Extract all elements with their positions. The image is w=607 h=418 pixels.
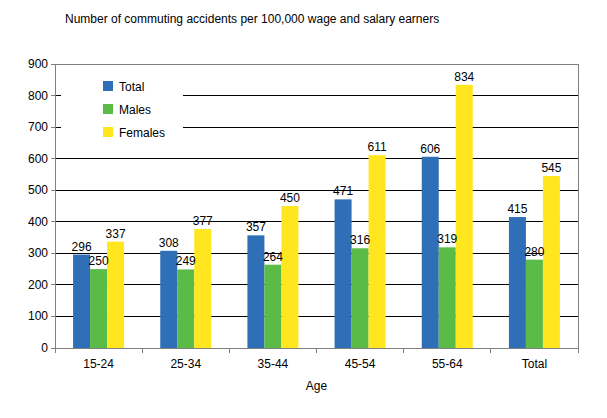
tick-mark (51, 253, 55, 254)
x-tick-mark (490, 348, 491, 353)
bar (509, 217, 526, 348)
data-label: 545 (541, 161, 561, 175)
bar (352, 248, 369, 348)
bar (247, 235, 264, 348)
chart: 0 100 200 300 400 500 600 700 800 900 296 308 357 471… (0, 0, 607, 418)
bar (281, 206, 298, 348)
bar (526, 260, 543, 348)
x-tick-label: 45-54 (345, 357, 376, 371)
y-tick-label: 700 (28, 120, 48, 134)
x-axis-label: Age (306, 379, 328, 393)
y-tick-label: 0 (41, 341, 48, 355)
tick-mark (51, 348, 55, 349)
bar (456, 85, 473, 348)
x-tick-mark (578, 348, 579, 353)
x-tick-mark (403, 348, 404, 353)
tick-mark (51, 190, 55, 191)
data-label: 611 (368, 140, 387, 154)
x-tick-label: 15-24 (83, 357, 114, 371)
x-tick-label: 25-34 (170, 357, 201, 371)
x-tick-mark (55, 348, 56, 353)
y-tick-label: 300 (28, 246, 48, 260)
grid-line (55, 190, 578, 191)
x-tick-mark (229, 348, 230, 353)
bar (335, 199, 352, 348)
x-tick-mark (316, 348, 317, 353)
bar (160, 251, 177, 348)
x-tick-label: 35-44 (258, 357, 289, 371)
legend-background (61, 76, 183, 154)
data-label: 316 (350, 233, 370, 247)
data-label: 357 (246, 220, 266, 234)
bar (264, 265, 281, 348)
x-tick-label: Total (522, 357, 547, 371)
legend-label: Males (119, 103, 151, 117)
data-label: 319 (437, 232, 457, 246)
x-tick-label: 55-64 (432, 357, 463, 371)
grid-line (55, 253, 578, 254)
grid-line (55, 221, 578, 222)
data-label: 308 (159, 236, 179, 250)
data-label: 337 (106, 227, 126, 241)
y-tick-label: 100 (28, 309, 48, 323)
legend-swatch (103, 127, 113, 137)
tick-mark (51, 95, 55, 96)
title: Number of commuting accidents per 100,00… (65, 12, 439, 26)
bar (439, 247, 456, 348)
bar (194, 229, 211, 348)
bar (369, 155, 386, 348)
legend-label: Total (119, 80, 144, 94)
legend-swatch (103, 81, 113, 91)
tick-mark (51, 316, 55, 317)
data-label: 377 (193, 214, 213, 228)
tick-mark (51, 158, 55, 159)
bar (90, 269, 107, 348)
bar (107, 242, 124, 348)
grid-line (55, 158, 578, 159)
y-tick-label: 500 (28, 183, 48, 197)
data-label: 280 (524, 245, 544, 259)
y-tick-label: 900 (28, 57, 48, 71)
legend: Total Males Females (61, 76, 183, 154)
grid (51, 64, 578, 348)
legend-swatch (103, 104, 113, 114)
bar (422, 157, 439, 348)
tick-mark (51, 64, 55, 65)
data-label: 249 (176, 254, 196, 268)
y-tick-label: 200 (28, 278, 48, 292)
plot-frame (55, 64, 578, 348)
data-label: 264 (263, 250, 283, 264)
legend-label: Females (119, 126, 165, 140)
bar (177, 269, 194, 348)
data-label: 834 (454, 70, 474, 84)
grid-line (55, 284, 578, 285)
y-tick-label: 800 (28, 89, 48, 103)
x-tick-mark (142, 348, 143, 353)
tick-mark (51, 284, 55, 285)
bar (543, 176, 560, 348)
data-label: 606 (420, 142, 440, 156)
bar (73, 255, 90, 348)
data-label: 415 (507, 202, 527, 216)
y-tick-label: 400 (28, 215, 48, 229)
data-label: 296 (72, 240, 92, 254)
tick-mark (51, 127, 55, 128)
y-tick-label: 600 (28, 152, 48, 166)
data-label: 471 (333, 184, 353, 198)
grid-line (55, 316, 578, 317)
data-label: 250 (89, 254, 109, 268)
tick-mark (51, 221, 55, 222)
data-label: 450 (280, 191, 300, 205)
